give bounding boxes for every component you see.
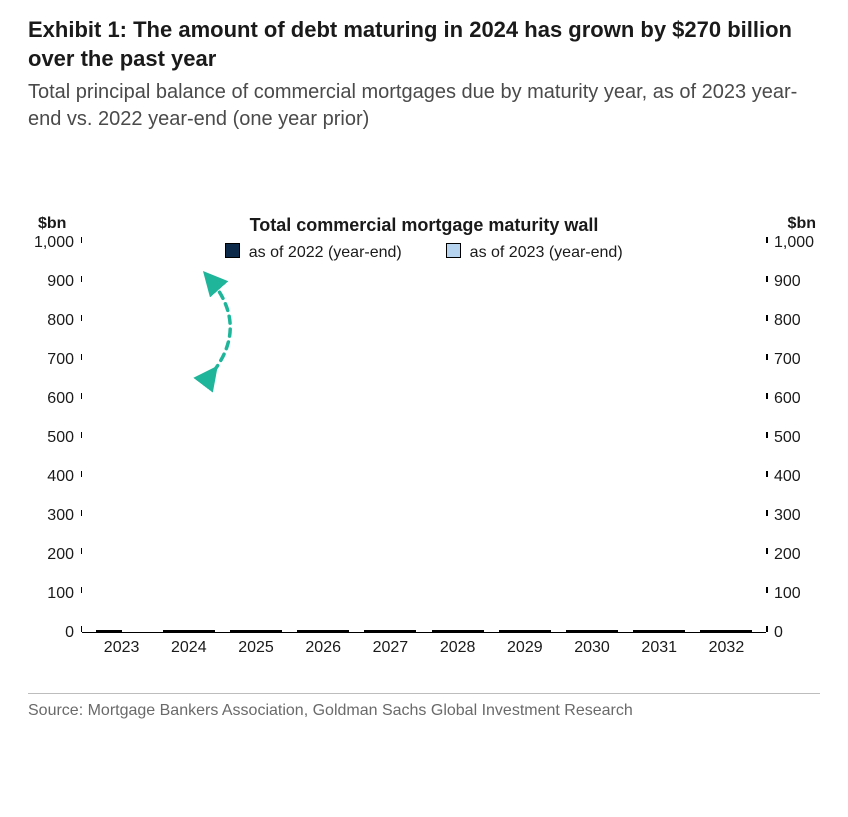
y-tick-label: 600: [47, 391, 74, 407]
bar: [256, 630, 282, 632]
bar: [458, 630, 484, 632]
y-tick-label: 200: [47, 547, 74, 563]
source-text: Source: Mortgage Bankers Association, Go…: [28, 702, 820, 720]
exhibit-title: Exhibit 1: The amount of debt maturing i…: [28, 16, 820, 73]
bar-group: [491, 630, 558, 632]
axis-tick: [81, 626, 83, 632]
y-tick-label: 700: [774, 352, 801, 368]
x-tick-label: 2023: [88, 639, 155, 657]
y-tick-label: 600: [774, 391, 801, 407]
bar-group: [357, 630, 424, 632]
y-tick-label: 0: [774, 625, 783, 641]
bar-group: [424, 630, 491, 632]
chart: $bn $bn Total commercial mortgage maturi…: [28, 243, 820, 657]
axis-tick: [81, 432, 83, 438]
bar-group: [290, 630, 357, 632]
bar: [499, 630, 525, 632]
axis-tick: [81, 510, 83, 516]
bar: [189, 630, 215, 632]
axis-tick: [81, 393, 83, 399]
chart-title: Total commercial mortgage maturity wall: [28, 215, 820, 236]
y-ticks-right: 1,0009008007006005004003002001000: [766, 243, 820, 633]
bar: [230, 630, 256, 632]
plot-area: 1,0009008007006005004003002001000 1,0009…: [28, 243, 820, 633]
y-tick-label: 400: [774, 469, 801, 485]
bar: [96, 630, 122, 632]
bar: [525, 630, 551, 632]
bar-group: [693, 630, 760, 632]
x-axis-labels: 2023202420252026202720282029203020312032: [28, 633, 820, 657]
bar: [432, 630, 458, 632]
bar: [323, 630, 349, 632]
axis-tick: [81, 276, 83, 282]
source-divider: [28, 693, 820, 694]
exhibit-page: Exhibit 1: The amount of debt maturing i…: [0, 0, 848, 817]
bar: [390, 630, 416, 632]
bar: [297, 630, 323, 632]
x-tick-label: 2024: [155, 639, 222, 657]
axis-tick: [81, 354, 83, 360]
y-tick-label: 100: [47, 586, 74, 602]
bar: [566, 630, 592, 632]
axis-tick: [81, 237, 83, 243]
y-tick-label: 1,000: [774, 235, 814, 251]
y-tick-label: 100: [774, 586, 801, 602]
y-tick-label: 200: [774, 547, 801, 563]
x-tick-label: 2028: [424, 639, 491, 657]
bar: [659, 630, 685, 632]
x-tick-label: 2026: [290, 639, 357, 657]
x-tick-label: 2029: [491, 639, 558, 657]
y-tick-label: 800: [774, 313, 801, 329]
bar: [364, 630, 390, 632]
y-tick-label: 900: [47, 274, 74, 290]
bar: [633, 630, 659, 632]
y-tick-label: 300: [774, 508, 801, 524]
y-tick-label: 900: [774, 274, 801, 290]
axis-tick: [81, 471, 83, 477]
x-tick-label: 2030: [558, 639, 625, 657]
bar-group: [155, 630, 222, 632]
bars-container: [82, 243, 766, 632]
y-tick-label: 500: [47, 430, 74, 446]
y-tick-label: 500: [774, 430, 801, 446]
x-tick-label: 2027: [357, 639, 424, 657]
y-ticks-left: 1,0009008007006005004003002001000: [28, 243, 82, 633]
bar-group: [222, 630, 289, 632]
bar: [592, 630, 618, 632]
y-tick-label: 300: [47, 508, 74, 524]
bar-group: [558, 630, 625, 632]
y-tick-label: 800: [47, 313, 74, 329]
axis-tick: [81, 315, 83, 321]
exhibit-subtitle: Total principal balance of commercial mo…: [28, 79, 820, 133]
axis-tick: [81, 587, 83, 593]
plot: [82, 243, 766, 633]
bar: [726, 630, 752, 632]
bar: [163, 630, 189, 632]
bar: [700, 630, 726, 632]
bar-group: [88, 630, 155, 632]
axis-tick: [81, 548, 83, 554]
y-tick-label: 1,000: [34, 235, 74, 251]
x-tick-label: 2032: [693, 639, 760, 657]
x-tick-label: 2025: [222, 639, 289, 657]
bar-group: [626, 630, 693, 632]
x-tick-label: 2031: [626, 639, 693, 657]
y-tick-label: 700: [47, 352, 74, 368]
y-tick-label: 400: [47, 469, 74, 485]
y-tick-label: 0: [65, 625, 74, 641]
